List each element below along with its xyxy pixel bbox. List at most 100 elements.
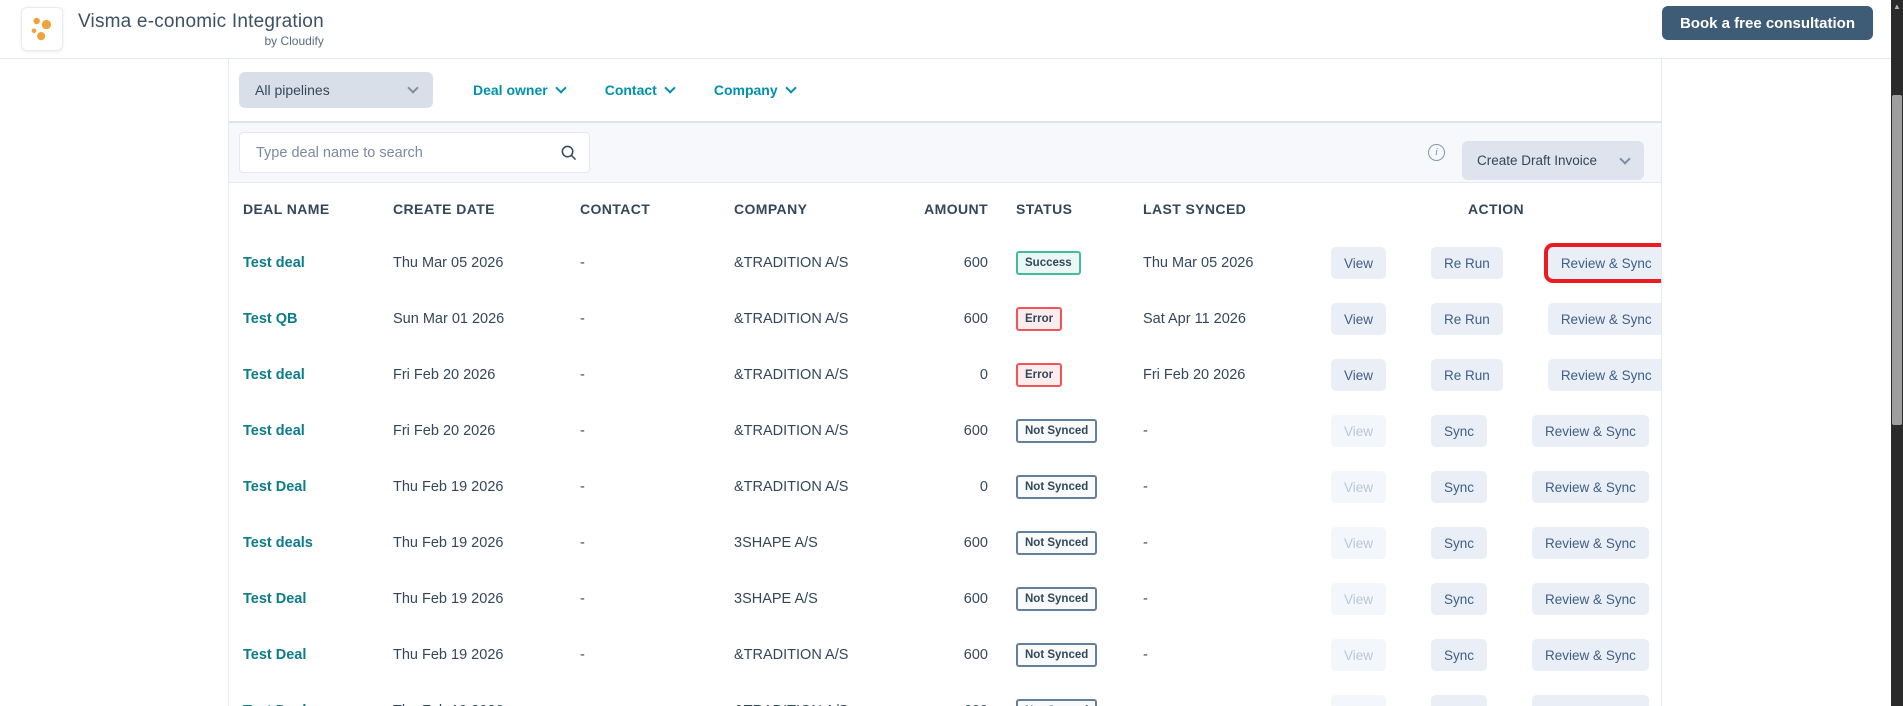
status-badge: Success	[1016, 251, 1081, 275]
pipeline-select-value: All pipelines	[255, 82, 330, 98]
col-action: ACTION	[1467, 201, 1525, 217]
scrollbar-thumb[interactable]	[1892, 95, 1902, 425]
view-button[interactable]: View	[1331, 527, 1387, 559]
info-icon[interactable]: i	[1428, 144, 1445, 161]
actions-cell: View Re Run Review & Sync	[1303, 247, 1661, 279]
create-date-cell: Thu Mar 05 2026	[393, 255, 504, 271]
sync-button[interactable]: Re Run	[1431, 359, 1503, 391]
book-consultation-button[interactable]: Book a free consultation	[1661, 6, 1873, 40]
scroll-up-icon[interactable]: ▲	[1893, 2, 1901, 11]
table-row: Test QB Sun Mar 01 2026 - &TRADITION A/S…	[229, 291, 1661, 347]
deal-name-link[interactable]: Test deals	[243, 535, 313, 551]
contact-cell: -	[580, 255, 585, 271]
company-cell: &TRADITION A/S	[734, 367, 849, 383]
company-cell: &TRADITION A/S	[734, 647, 849, 663]
review-sync-button[interactable]: Review & Sync	[1532, 471, 1649, 503]
table-header: DEAL NAME CREATE DATE CONTACT COMPANY AM…	[229, 182, 1661, 235]
company-cell: &TRADITION A/S	[734, 311, 849, 327]
status-cell: Not Synced	[988, 643, 1115, 667]
last-synced-cell: -	[1143, 535, 1148, 551]
deal-name-link[interactable]: Test QB	[243, 311, 298, 327]
bulk-action-value: Create Draft Invoice	[1477, 153, 1598, 168]
table-row: Test Deal Thu Feb 19 2026 - &TRADITION A…	[229, 459, 1661, 515]
view-button[interactable]: View	[1331, 471, 1387, 503]
company-cell: &TRADITION A/S	[734, 423, 849, 439]
amount-cell: 600	[963, 255, 988, 271]
status-badge: Not Synced	[1016, 419, 1098, 443]
status-cell: Error	[988, 363, 1115, 387]
chevron-down-icon	[555, 82, 567, 94]
actions-cell: View Sync Review & Sync	[1303, 527, 1661, 559]
sync-button[interactable]: Re Run	[1431, 303, 1503, 335]
deal-name-link[interactable]: Test deal	[243, 423, 305, 439]
deal-name-link[interactable]: Test deal	[243, 367, 305, 383]
deals-panel: All pipelines Deal owner Contact Company…	[228, 59, 1662, 706]
view-button[interactable]: View	[1331, 247, 1387, 279]
view-button[interactable]: View	[1331, 303, 1387, 335]
cloudify-logo	[21, 7, 63, 51]
actions-cell: View Sync Review & Sync	[1303, 415, 1661, 447]
bulk-action-select[interactable]: Create Draft Invoice	[1462, 141, 1644, 180]
view-button[interactable]: View	[1331, 583, 1387, 615]
amount-cell: 0	[979, 367, 988, 383]
status-badge: Not Synced	[1016, 699, 1098, 706]
page-subtitle: by Cloudify	[264, 33, 324, 48]
create-date-cell: Thu Feb 19 2026	[393, 591, 504, 607]
molecule-logo-icon	[31, 17, 52, 41]
last-synced-cell: -	[1143, 647, 1148, 663]
company-cell: 3SHAPE A/S	[734, 591, 818, 607]
sync-button[interactable]: Sync	[1431, 471, 1488, 503]
review-sync-button[interactable]: Review & Sync	[1547, 303, 1661, 335]
review-sync-button[interactable]: Review & Sync	[1532, 695, 1649, 706]
company-cell: &TRADITION A/S	[734, 479, 849, 495]
review-sync-button[interactable]: Review & Sync	[1532, 583, 1649, 615]
view-button[interactable]: View	[1331, 639, 1387, 671]
deal-search-box[interactable]	[239, 132, 590, 173]
page-scrollbar[interactable]: ▲	[1891, 0, 1903, 706]
review-sync-button[interactable]: Review & Sync	[1532, 639, 1649, 671]
create-date-cell: Thu Feb 19 2026	[393, 535, 504, 551]
status-cell: Not Synced	[988, 475, 1115, 499]
view-button[interactable]: View	[1331, 359, 1387, 391]
chevron-down-icon	[784, 82, 797, 94]
actions-cell: View Sync Review & Sync	[1303, 583, 1661, 615]
status-badge: Error	[1016, 363, 1063, 387]
deal-name-link[interactable]: Test Deal	[243, 703, 393, 706]
status-badge: Not Synced	[1016, 643, 1098, 667]
filter-bar: All pipelines Deal owner Contact Company	[229, 59, 1661, 121]
status-badge: Not Synced	[1016, 587, 1098, 611]
company-cell: &TRADITION A/S	[734, 255, 849, 271]
filter-deal-owner[interactable]: Deal owner	[473, 82, 567, 98]
review-sync-button[interactable]: Review & Sync	[1532, 527, 1649, 559]
actions-cell: View Sync Review & Sync	[1303, 471, 1661, 503]
table-row: Test deals Thu Feb 19 2026 - 3SHAPE A/S …	[229, 515, 1661, 571]
last-synced-cell: Sat Apr 11 2026	[1143, 311, 1246, 327]
amount-cell: 600	[963, 591, 988, 607]
deal-name-link[interactable]: Test Deal	[243, 591, 307, 607]
deal-name-link[interactable]: Test deal	[243, 255, 305, 271]
sync-button[interactable]: Re Run	[1431, 247, 1503, 279]
view-button[interactable]: View	[1331, 695, 1387, 706]
sync-button[interactable]: Sync	[1431, 695, 1488, 706]
last-synced-cell: -	[1115, 703, 1303, 706]
top-header: Visma e-conomic Integration by Cloudify …	[0, 0, 1903, 59]
sync-button[interactable]: Sync	[1431, 583, 1488, 615]
deal-name-link[interactable]: Test Deal	[243, 479, 307, 495]
review-sync-button[interactable]: Review & Sync	[1547, 247, 1661, 279]
filter-contact[interactable]: Contact	[605, 82, 676, 98]
search-input[interactable]	[256, 144, 560, 161]
filter-company-label: Company	[713, 82, 778, 98]
last-synced-cell: -	[1143, 479, 1148, 495]
table-row: Test Deal Thu Feb 19 2026 - &TRADITION A…	[229, 683, 1661, 706]
status-cell: Error	[988, 307, 1115, 331]
sync-button[interactable]: Sync	[1431, 639, 1488, 671]
create-date-cell: Thu Feb 19 2026	[393, 647, 504, 663]
deal-name-link[interactable]: Test Deal	[243, 647, 307, 663]
review-sync-button[interactable]: Review & Sync	[1532, 415, 1649, 447]
sync-button[interactable]: Sync	[1431, 527, 1488, 559]
sync-button[interactable]: Sync	[1431, 415, 1488, 447]
view-button[interactable]: View	[1331, 415, 1387, 447]
pipeline-select[interactable]: All pipelines	[239, 72, 433, 108]
review-sync-button[interactable]: Review & Sync	[1547, 359, 1661, 391]
filter-company[interactable]: Company	[713, 82, 797, 98]
